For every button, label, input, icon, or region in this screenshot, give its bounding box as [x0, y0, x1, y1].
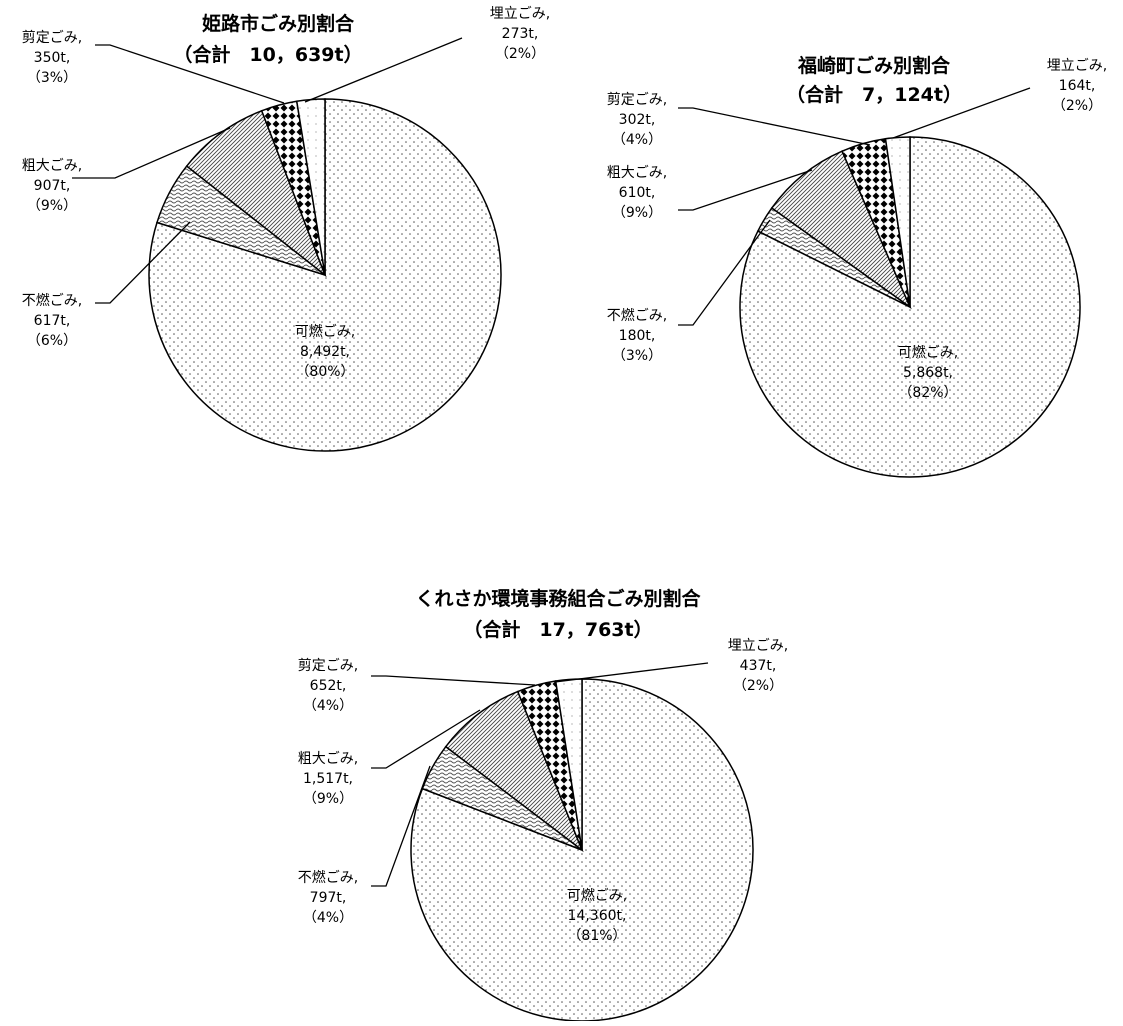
chart-title: くれさか環境事務組合ごみ別割合: [415, 587, 701, 610]
slice-label: 粗大ごみ, 907t, （9%）: [22, 158, 82, 214]
slice-label-line: （2%）: [495, 46, 545, 62]
slice-label: 剪定ごみ, 350t, （3%）: [22, 30, 82, 86]
leader-line: [371, 709, 481, 769]
slice-label-line: （3%）: [27, 70, 77, 86]
slice-label-line: 14,360t,: [568, 908, 627, 924]
pie-slice-3: [444, 690, 584, 853]
slice-label: 埋立ごみ, 164t, （2%）: [1047, 58, 1107, 114]
slice-label: 不燃ごみ, 180t, （3%）: [607, 307, 667, 364]
slice-label-line: 剪定ごみ,: [22, 30, 82, 46]
slice-label: 可燃ごみ, 5,868t, （82%）: [898, 344, 958, 401]
slice-label-line: （6%）: [27, 333, 77, 349]
leader-line: [304, 37, 463, 103]
slice-label-line: 埋立ごみ,: [490, 6, 550, 22]
slice-label-line: 埋立ごみ,: [1047, 58, 1107, 74]
slice-label-line: （82%）: [898, 385, 957, 401]
leader-line: [554, 662, 709, 683]
slice-label-line: 粗大ごみ,: [22, 158, 82, 174]
slice-label-line: 164t,: [1059, 78, 1096, 94]
leader-line: [678, 107, 871, 146]
slice-label: 不燃ごみ, 797t, （4%）: [298, 869, 358, 926]
slice-label-line: 粗大ごみ,: [607, 165, 667, 181]
slice-label-line: （2%）: [1052, 98, 1102, 114]
slice-label-line: 可燃ごみ,: [295, 323, 355, 340]
slice-label-line: （9%）: [303, 791, 353, 807]
slice-label-line: 797t,: [310, 890, 347, 906]
chart-subtitle: （合計 17，763t）: [463, 618, 652, 641]
pie-slice-3: [185, 109, 327, 278]
slice-label: 粗大ごみ, 610t, （9%）: [607, 165, 667, 221]
slice-label: 粗大ごみ, 1,517t, （9%）: [298, 751, 358, 807]
slice-label-line: 不燃ごみ,: [607, 307, 667, 324]
slice-label-line: （4%）: [303, 698, 353, 714]
slice-label-line: （2%）: [733, 678, 783, 694]
slice-label-line: 437t,: [740, 658, 777, 674]
slice-label-line: 剪定ごみ,: [298, 658, 358, 674]
slice-label-line: 8,492t,: [300, 344, 350, 360]
pie-chart-2: 福崎町ごみ別割合 （合計 7，124t） 可燃ごみ, 5,868t, （82%） 不燃ごみ…: [607, 54, 1107, 478]
chart-title: 姫路市ごみ別割合: [202, 12, 355, 35]
slice-label: 剪定ごみ, 302t, （4%）: [607, 92, 667, 148]
leader-line: [72, 127, 231, 179]
leader-line: [678, 169, 813, 211]
slice-label-line: 可燃ごみ,: [898, 344, 958, 361]
chart-subtitle: （合計 10，639t）: [173, 43, 362, 66]
pie-slice-5: [884, 136, 911, 308]
slice-label-line: 907t,: [34, 178, 71, 194]
slice-label-line: 可燃ごみ,: [567, 887, 627, 904]
slice-label-line: （9%）: [612, 205, 662, 221]
slice-label-line: （3%）: [612, 348, 662, 364]
pie-chart-3: くれさか環境事務組合ごみ別割合 （合計 17，763t） 可燃ごみ, 14,360t,…: [298, 587, 788, 1022]
slice-label-line: （4%）: [612, 132, 662, 148]
slice-label: 可燃ごみ, 8,492t, （80%）: [295, 323, 355, 380]
slice-label-line: 埋立ごみ,: [728, 638, 788, 654]
pie-slice-3: [770, 150, 912, 310]
leader-line: [892, 87, 1031, 139]
slice-label-line: 302t,: [619, 112, 656, 128]
slice-label-line: （4%）: [303, 910, 353, 926]
slice-label-line: 652t,: [310, 678, 347, 694]
pie-chart-1: 姫路市ごみ別割合 （合計 10，639t） 可燃ごみ, 8,492t, （80%） 不燃ご…: [22, 6, 550, 452]
slice-label-line: 粗大ごみ,: [298, 751, 358, 767]
slice-label-line: 5,868t,: [903, 365, 953, 381]
slice-label: 埋立ごみ, 437t, （2%）: [728, 638, 788, 694]
pie-slice-1: [410, 678, 754, 1022]
chart-title: 福崎町ごみ別割合: [797, 54, 951, 77]
slice-label-line: 617t,: [34, 313, 71, 329]
slice-label-line: （9%）: [27, 198, 77, 214]
leader-line: [95, 44, 285, 104]
leader-line: [371, 765, 431, 887]
slice-label-line: 180t,: [619, 328, 656, 344]
slice-label-line: 剪定ごみ,: [607, 92, 667, 108]
slice-label: 剪定ごみ, 652t, （4%）: [298, 658, 358, 714]
slice-label-line: 610t,: [619, 185, 656, 201]
slice-label: 埋立ごみ, 273t, （2%）: [490, 6, 550, 62]
slice-label-line: 1,517t,: [303, 771, 353, 787]
slice-label-line: 不燃ごみ,: [298, 869, 358, 886]
slice-label: 可燃ごみ, 14,360t, （81%）: [567, 887, 627, 944]
slice-label-line: （81%）: [567, 928, 626, 944]
slice-label: 不燃ごみ, 617t, （6%）: [22, 292, 82, 349]
leader-line: [371, 675, 536, 686]
leader-line: [95, 221, 191, 304]
slice-label-line: 273t,: [502, 26, 539, 42]
chart-subtitle: （合計 7，124t）: [786, 83, 962, 106]
slice-label-line: 不燃ごみ,: [22, 292, 82, 309]
slice-label-line: 350t,: [34, 50, 71, 66]
leader-line: [678, 219, 771, 326]
slice-label-line: （80%）: [295, 364, 354, 380]
